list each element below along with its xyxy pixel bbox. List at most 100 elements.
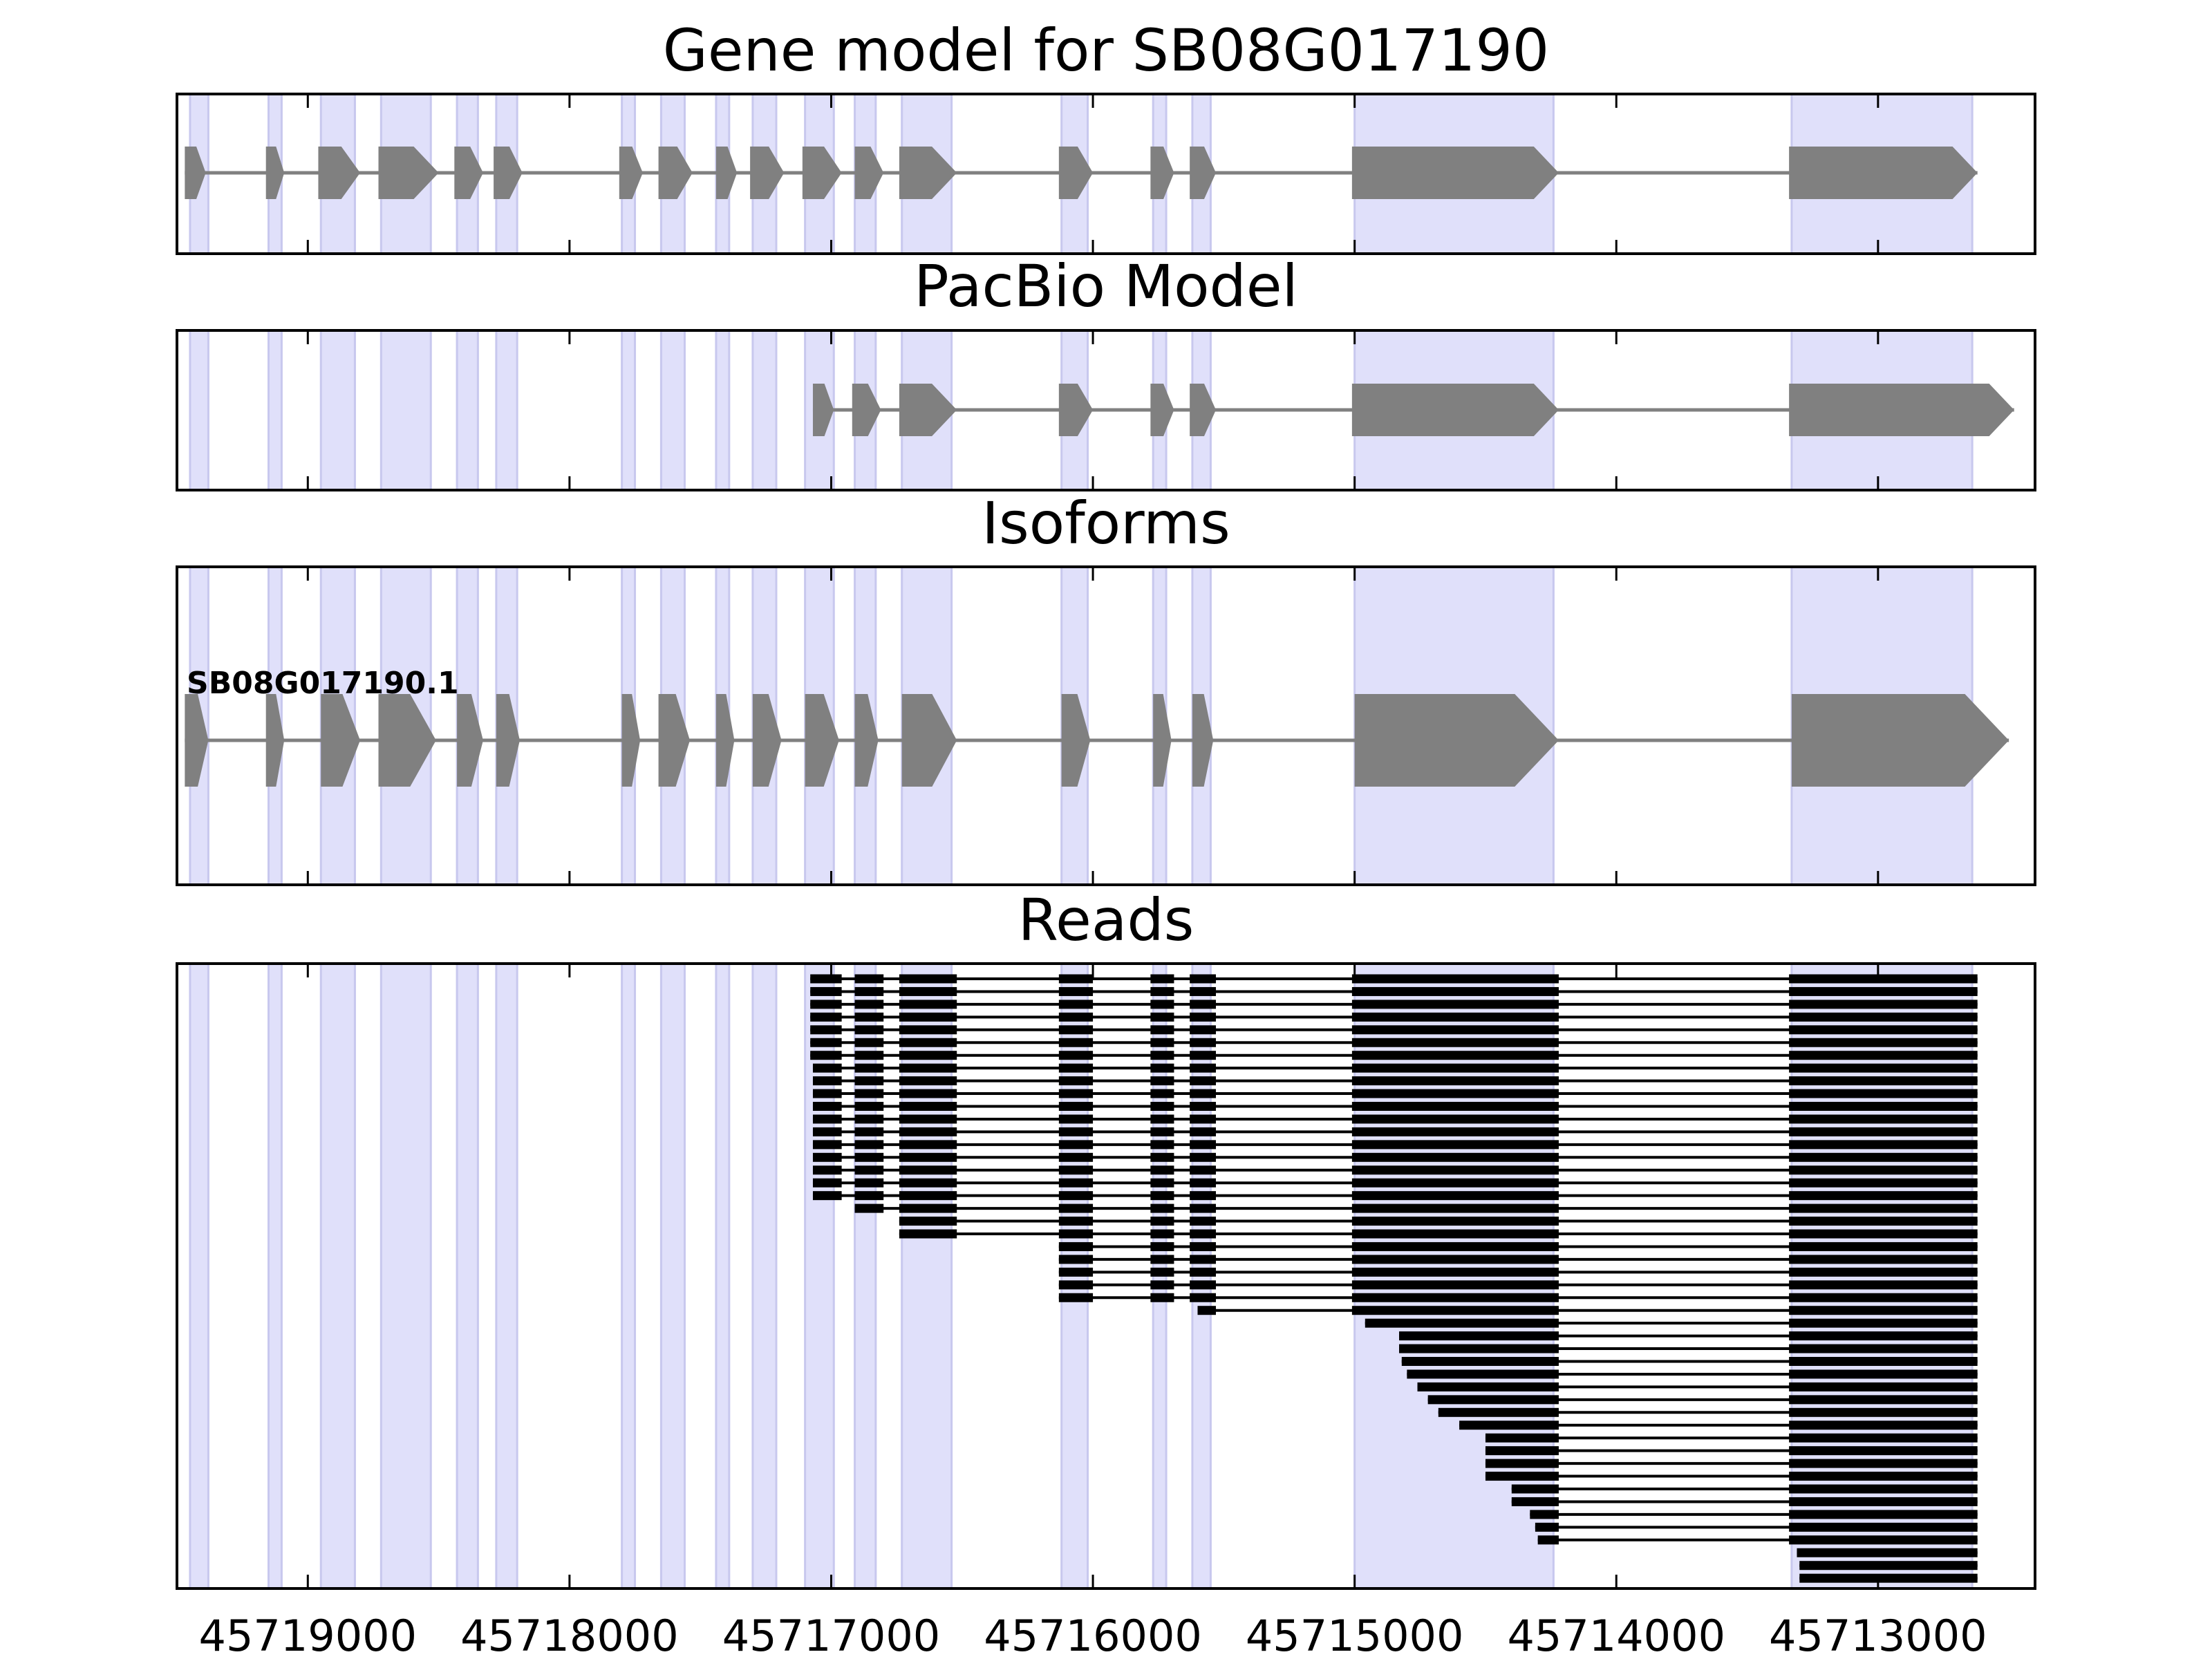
- read-block: [1190, 1165, 1217, 1175]
- panel-reads: Reads: [176, 886, 2036, 1590]
- exon-8: [715, 147, 738, 199]
- read-block: [812, 1089, 842, 1098]
- read-block: [1789, 1178, 1978, 1188]
- read-block: [812, 1191, 842, 1201]
- read-block: [1789, 1484, 1978, 1494]
- read-block: [1150, 1255, 1174, 1264]
- read-block: [1058, 1025, 1094, 1035]
- exon-4: [454, 147, 483, 199]
- x-tick-label-1: 45718000: [460, 1611, 679, 1659]
- read-block: [1150, 1280, 1174, 1290]
- read-block: [1150, 1102, 1174, 1111]
- read-block: [1058, 974, 1094, 984]
- read-block: [1789, 1012, 1978, 1022]
- exon-7: [658, 147, 693, 199]
- read-block: [1789, 1293, 1978, 1302]
- highlight-band-2: [319, 962, 356, 1590]
- read-block: [1058, 1191, 1094, 1201]
- read-block: [812, 1102, 842, 1111]
- read-block: [1150, 1114, 1174, 1124]
- highlight-band-8: [715, 329, 731, 491]
- read-block: [899, 1127, 957, 1136]
- read-46: [1799, 1561, 1978, 1571]
- read-block: [1789, 1255, 1978, 1264]
- read-block: [1351, 1000, 1559, 1009]
- read-block: [810, 1000, 842, 1009]
- read-block: [1150, 1217, 1174, 1226]
- read-block: [1150, 1241, 1174, 1251]
- read-block: [1190, 1178, 1217, 1188]
- read-block: [1150, 1165, 1174, 1175]
- read-block: [812, 1140, 842, 1150]
- read-block: [1789, 986, 1978, 996]
- read-28: [1399, 1331, 1978, 1341]
- read-6: [810, 1051, 1978, 1060]
- read-block: [1789, 1152, 1978, 1162]
- exon-11: [854, 694, 879, 787]
- exon-3: [378, 147, 439, 199]
- read-block: [854, 1051, 884, 1060]
- read-block: [1789, 1076, 1978, 1086]
- read-block: [1150, 1000, 1174, 1009]
- read-block: [1789, 1025, 1978, 1035]
- read-block: [1789, 1459, 1978, 1468]
- read-42: [1530, 1510, 1978, 1519]
- read-block: [1150, 1140, 1174, 1150]
- read-block: [899, 1203, 957, 1213]
- read-block: [1150, 1063, 1174, 1073]
- read-7: [812, 1063, 1978, 1073]
- read-block: [1351, 1025, 1559, 1035]
- read-block: [812, 1178, 842, 1188]
- read-14: [812, 1152, 1978, 1162]
- read-block: [1190, 1114, 1217, 1124]
- panel-reads-frame: [176, 962, 2036, 1590]
- read-block: [854, 1012, 884, 1022]
- highlight-band-9: [751, 962, 778, 1590]
- x-axis-labels: 45719000 45718000 45717000 45716000 45715000…: [199, 1611, 1987, 1659]
- read-block: [899, 1178, 957, 1188]
- exon-7: [1789, 384, 2014, 436]
- read-block: [899, 1038, 957, 1047]
- read-45: [1797, 1548, 1978, 1557]
- read-12: [812, 1127, 1978, 1136]
- read-block: [1789, 1229, 1978, 1239]
- read-21: [1058, 1241, 1978, 1251]
- exon-15: [1190, 147, 1217, 199]
- read-block: [1789, 1165, 1978, 1175]
- panel-title-isoforms: Isoforms: [982, 489, 1230, 557]
- exon-0: [812, 384, 834, 436]
- panel-isoforms: Isoforms SB08G017190.1: [176, 489, 2036, 886]
- read-block: [1190, 1038, 1217, 1047]
- read-block: [1789, 1127, 1978, 1136]
- read-40: [1511, 1484, 1978, 1494]
- read-39: [1485, 1472, 1978, 1481]
- exon-4: [1150, 384, 1174, 436]
- read-block: [1058, 1229, 1094, 1239]
- read-block: [1058, 1178, 1094, 1188]
- read-block: [854, 1025, 884, 1035]
- read-block: [1789, 1472, 1978, 1481]
- exon-13: [1058, 147, 1094, 199]
- read-block: [899, 1191, 957, 1201]
- read-23: [1058, 1267, 1978, 1277]
- read-block: [1365, 1318, 1559, 1328]
- read-block: [854, 1203, 884, 1213]
- read-4: [810, 1025, 1978, 1035]
- exon-7: [658, 694, 691, 787]
- read-block: [810, 986, 842, 996]
- read-8: [812, 1076, 1978, 1086]
- read-block: [1190, 1051, 1217, 1060]
- read-block: [854, 1102, 884, 1111]
- panel-isoforms-ticks: [306, 567, 1880, 885]
- read-block: [1190, 1280, 1217, 1290]
- read-block: [1058, 1241, 1094, 1251]
- read-block: [1401, 1357, 1559, 1366]
- read-block: [1351, 986, 1559, 996]
- exon-10: [802, 147, 842, 199]
- panel-pacbio-model-features: [812, 384, 2014, 436]
- read-block: [1197, 1306, 1217, 1315]
- read-38: [1485, 1459, 1978, 1468]
- read-block: [1190, 1217, 1217, 1226]
- exon-0: [185, 694, 209, 787]
